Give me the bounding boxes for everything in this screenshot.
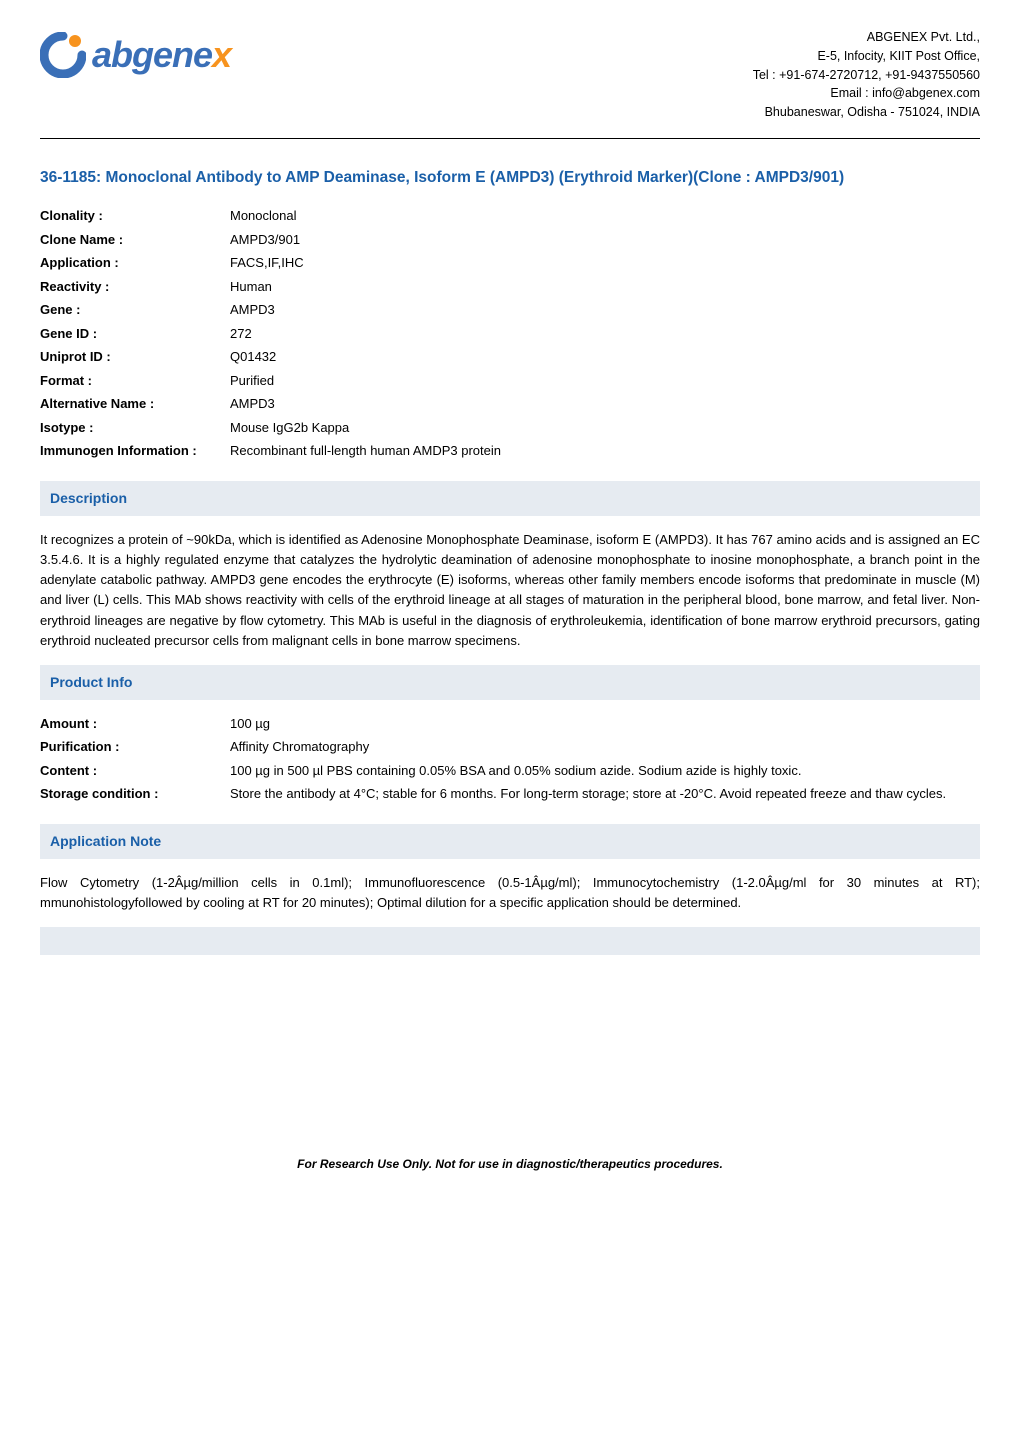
field-row: Uniprot ID :Q01432 bbox=[40, 347, 980, 367]
empty-section-bar bbox=[40, 927, 980, 955]
section-header-application-note: Application Note bbox=[40, 824, 980, 859]
field-row: Clonality :Monoclonal bbox=[40, 206, 980, 226]
logo-text: abgenex bbox=[92, 28, 231, 82]
field-value: 100 µg in 500 µl PBS containing 0.05% BS… bbox=[230, 761, 980, 781]
field-row: Format :Purified bbox=[40, 371, 980, 391]
field-value: 272 bbox=[230, 324, 980, 344]
field-row: Purification :Affinity Chromatography bbox=[40, 737, 980, 757]
field-value: Monoclonal bbox=[230, 206, 980, 226]
company-info: ABGENEX Pvt. Ltd., E-5, Infocity, KIIT P… bbox=[753, 28, 980, 122]
company-address2: Bhubaneswar, Odisha - 751024, INDIA bbox=[753, 103, 980, 122]
field-label: Immunogen Information : bbox=[40, 441, 230, 461]
logo: abgenex bbox=[40, 28, 231, 82]
field-row: Clone Name :AMPD3/901 bbox=[40, 230, 980, 250]
field-label: Purification : bbox=[40, 737, 230, 757]
company-address1: E-5, Infocity, KIIT Post Office, bbox=[753, 47, 980, 66]
field-value: Recombinant full-length human AMDP3 prot… bbox=[230, 441, 980, 461]
field-label: Amount : bbox=[40, 714, 230, 734]
field-label: Format : bbox=[40, 371, 230, 391]
field-label: Gene ID : bbox=[40, 324, 230, 344]
field-row: Gene :AMPD3 bbox=[40, 300, 980, 320]
field-label: Content : bbox=[40, 761, 230, 781]
field-value: Q01432 bbox=[230, 347, 980, 367]
field-value: AMPD3 bbox=[230, 394, 980, 414]
field-value: Purified bbox=[230, 371, 980, 391]
description-text: It recognizes a protein of ~90kDa, which… bbox=[40, 530, 980, 651]
field-row: Storage condition :Store the antibody at… bbox=[40, 784, 980, 804]
field-row: Reactivity :Human bbox=[40, 277, 980, 297]
field-label: Uniprot ID : bbox=[40, 347, 230, 367]
field-row: Application :FACS,IF,IHC bbox=[40, 253, 980, 273]
top-fields: Clonality :Monoclonal Clone Name :AMPD3/… bbox=[40, 206, 980, 461]
field-value: Affinity Chromatography bbox=[230, 737, 980, 757]
field-label: Clone Name : bbox=[40, 230, 230, 250]
field-value: AMPD3 bbox=[230, 300, 980, 320]
field-row: Isotype :Mouse IgG2b Kappa bbox=[40, 418, 980, 438]
product-title: 36-1185: Monoclonal Antibody to AMP Deam… bbox=[40, 167, 980, 189]
field-label: Isotype : bbox=[40, 418, 230, 438]
field-value: FACS,IF,IHC bbox=[230, 253, 980, 273]
field-value: Store the antibody at 4°C; stable for 6 … bbox=[230, 784, 980, 804]
logo-mark-icon bbox=[40, 32, 86, 78]
field-row: Amount :100 µg bbox=[40, 714, 980, 734]
company-email: Email : info@abgenex.com bbox=[753, 84, 980, 103]
field-value: Human bbox=[230, 277, 980, 297]
field-label: Reactivity : bbox=[40, 277, 230, 297]
section-header-product-info: Product Info bbox=[40, 665, 980, 700]
field-label: Clonality : bbox=[40, 206, 230, 226]
logo-text-accent: x bbox=[212, 34, 231, 75]
field-value: 100 µg bbox=[230, 714, 980, 734]
field-row: Immunogen Information :Recombinant full-… bbox=[40, 441, 980, 461]
footer-note: For Research Use Only. Not for use in di… bbox=[40, 1155, 980, 1173]
field-value: AMPD3/901 bbox=[230, 230, 980, 250]
field-label: Application : bbox=[40, 253, 230, 273]
logo-text-main: abgene bbox=[92, 34, 212, 75]
field-label: Alternative Name : bbox=[40, 394, 230, 414]
application-note-text: Flow Cytometry (1-2Âµg/million cells in … bbox=[40, 873, 980, 913]
field-row: Gene ID :272 bbox=[40, 324, 980, 344]
field-label: Gene : bbox=[40, 300, 230, 320]
field-row: Alternative Name :AMPD3 bbox=[40, 394, 980, 414]
field-value: Mouse IgG2b Kappa bbox=[230, 418, 980, 438]
product-info-fields: Amount :100 µg Purification :Affinity Ch… bbox=[40, 714, 980, 804]
field-row: Content :100 µg in 500 µl PBS containing… bbox=[40, 761, 980, 781]
company-name: ABGENEX Pvt. Ltd., bbox=[753, 28, 980, 47]
page-header: abgenex ABGENEX Pvt. Ltd., E-5, Infocity… bbox=[40, 28, 980, 139]
company-tel: Tel : +91-674-2720712, +91-9437550560 bbox=[753, 66, 980, 85]
field-label: Storage condition : bbox=[40, 784, 230, 804]
section-header-description: Description bbox=[40, 481, 980, 516]
